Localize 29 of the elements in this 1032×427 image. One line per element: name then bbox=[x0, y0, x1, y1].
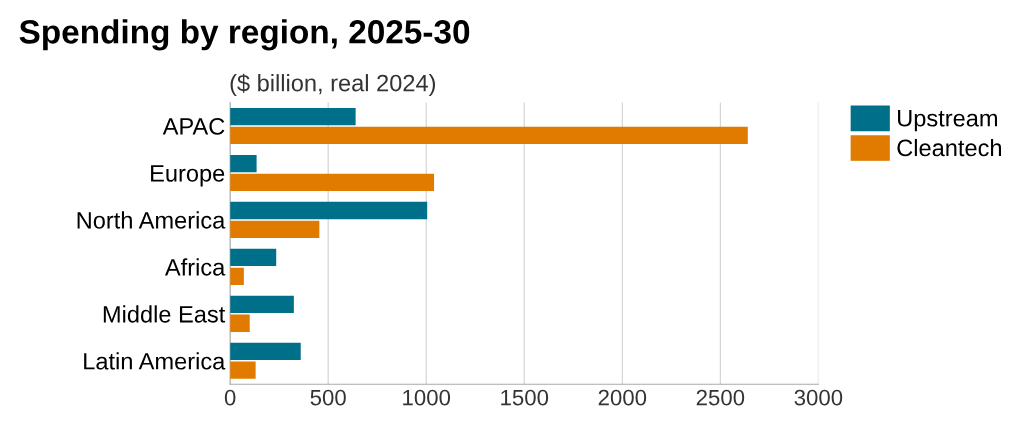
bar bbox=[230, 201, 428, 220]
legend-label: Cleantech bbox=[897, 138, 1001, 157]
x-tick-label: 1000 bbox=[403, 389, 451, 406]
x-tick-label: 1500 bbox=[501, 389, 549, 406]
y-tick-label: Middle East bbox=[103, 305, 226, 323]
y-tick-label: Latin America bbox=[84, 352, 226, 370]
bar bbox=[230, 248, 277, 267]
bar bbox=[230, 220, 320, 238]
x-tick-label: 2500 bbox=[696, 389, 745, 406]
x-tick-label: 500 bbox=[310, 389, 346, 406]
bar bbox=[230, 126, 748, 144]
x-tick-label: 0 bbox=[224, 389, 236, 406]
bar bbox=[230, 342, 301, 361]
bar bbox=[230, 361, 256, 379]
chart-title: Spending by region, 2025-30 bbox=[19, 19, 470, 51]
y-tick-label: APAC bbox=[162, 118, 225, 135]
y-tick-label: Europe bbox=[151, 165, 225, 187]
y-tick-label: North America bbox=[77, 211, 226, 229]
x-tick-label: 3000 bbox=[794, 389, 843, 406]
y-tick-label: Africa bbox=[164, 258, 226, 276]
x-tick-label: 2000 bbox=[598, 389, 647, 406]
legend-label: Upstream bbox=[898, 110, 997, 132]
bar bbox=[230, 173, 435, 191]
bar bbox=[230, 314, 250, 332]
bar bbox=[230, 267, 244, 285]
chart-subtitle: ($ billion, real 2024) bbox=[230, 73, 436, 97]
bar bbox=[230, 107, 356, 126]
bar bbox=[230, 295, 294, 314]
bar bbox=[230, 154, 257, 173]
